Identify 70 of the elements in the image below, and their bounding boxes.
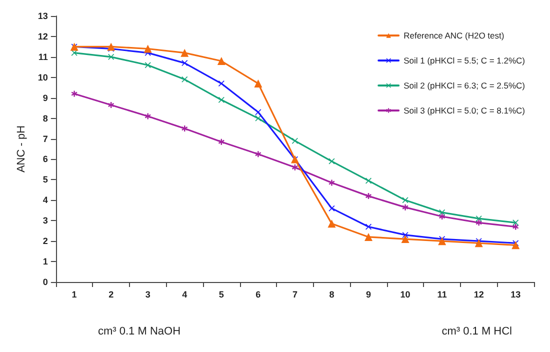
x-tick-label: 11 xyxy=(437,290,447,300)
point xyxy=(218,80,224,87)
point xyxy=(71,90,78,97)
point xyxy=(218,138,224,145)
x-tick-label: 1 xyxy=(72,290,77,300)
y-tick-label: 2 xyxy=(42,236,48,246)
legend-label: Soil 1 (pHKCl = 5.5; C = 1.2%C) xyxy=(404,56,526,66)
point xyxy=(144,113,151,120)
point xyxy=(144,62,151,68)
x-tick-label: 4 xyxy=(182,290,188,300)
legend-label: Reference ANC (H2O test) xyxy=(404,30,504,40)
x-tick-label: 3 xyxy=(145,290,150,300)
x-tick-label: 10 xyxy=(400,290,410,300)
y-tick-label: 13 xyxy=(38,11,48,21)
point xyxy=(292,164,298,170)
point xyxy=(218,96,224,103)
y-tick-label: 12 xyxy=(38,31,48,42)
point xyxy=(402,204,408,210)
point xyxy=(217,57,226,66)
x-tick-label: 5 xyxy=(218,290,224,300)
point xyxy=(255,151,262,158)
point xyxy=(474,239,483,248)
x-tick-label: 8 xyxy=(329,290,334,300)
point xyxy=(439,209,446,216)
point xyxy=(364,232,373,241)
y-axis-title: ANC - pH xyxy=(16,125,28,173)
point xyxy=(512,241,520,250)
y-tick-label: 7 xyxy=(42,134,48,144)
point xyxy=(180,48,189,57)
point xyxy=(328,158,335,164)
point xyxy=(328,205,335,212)
y-tick-label: 11 xyxy=(38,52,48,62)
legend-label: Soil 2 (pHKCl = 6.3; C = 2.5%C) xyxy=(404,80,526,90)
point xyxy=(182,126,188,132)
point xyxy=(512,224,519,230)
y-tick-label: 3 xyxy=(42,216,48,226)
x-tick-label: 6 xyxy=(256,290,261,300)
point xyxy=(182,76,188,82)
point xyxy=(438,237,446,246)
y-tick-label: 4 xyxy=(42,195,48,206)
y-tick-label: 8 xyxy=(42,113,48,124)
x-tick-label: 12 xyxy=(474,290,484,300)
point xyxy=(107,42,116,51)
text: cm³ 0.1 M HCl xyxy=(442,326,512,338)
point xyxy=(182,60,188,66)
point xyxy=(254,80,262,88)
point xyxy=(255,109,262,116)
y-tick-label: 0 xyxy=(42,277,48,287)
x-tick-label: 9 xyxy=(366,290,372,300)
text: cm³ 0.1 M NaOH xyxy=(98,326,181,338)
x-tick-label: 13 xyxy=(510,290,521,300)
y-tick-label: 10 xyxy=(38,72,48,82)
point xyxy=(108,102,114,108)
point xyxy=(108,54,114,60)
y-tick-label: 6 xyxy=(42,154,48,164)
point xyxy=(328,180,335,186)
x-tick-label: 7 xyxy=(292,290,298,300)
y-tick-label: 1 xyxy=(42,256,48,267)
point xyxy=(255,115,262,122)
point xyxy=(476,220,482,226)
point xyxy=(144,44,152,53)
y-tick-label: 5 xyxy=(42,174,48,185)
y-tick-label: 9 xyxy=(42,92,48,103)
point xyxy=(328,220,336,228)
legend-label: Soil 3 (pHKCl = 5.0; C = 8.1%C) xyxy=(404,106,526,116)
point xyxy=(402,197,408,204)
point xyxy=(512,220,519,226)
x-tick-label: 2 xyxy=(108,290,114,300)
point xyxy=(366,193,372,200)
point xyxy=(401,235,410,244)
